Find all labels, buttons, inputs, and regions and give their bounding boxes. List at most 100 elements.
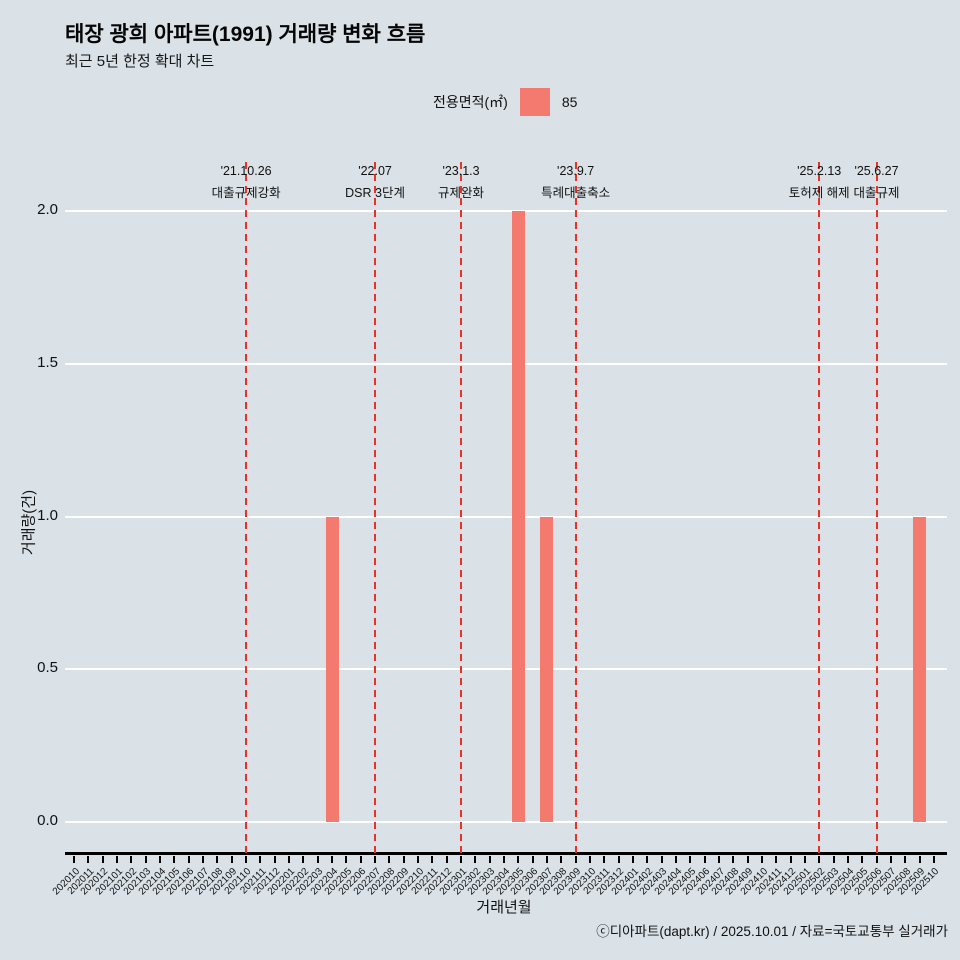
event-line-202110 (245, 162, 248, 853)
x-tick (746, 856, 749, 863)
x-tick (775, 856, 778, 863)
bar-202204 (325, 516, 339, 822)
x-tick (374, 856, 377, 863)
x-tick (545, 856, 548, 863)
event-label: 토허제 해제 (788, 185, 850, 200)
event-date: '25.2.13 (797, 164, 842, 178)
x-tick (646, 856, 649, 863)
x-tick (503, 856, 505, 863)
gridline-1.0 (65, 515, 947, 518)
x-tick (588, 856, 591, 863)
x-axis-line (65, 852, 947, 855)
x-tick (531, 856, 534, 863)
event-annotation-202207: '22.07 DSR 3단계 (345, 161, 405, 205)
x-tick (288, 856, 291, 863)
x-tick (417, 856, 420, 863)
x-tick (259, 856, 262, 863)
x-tick (918, 856, 921, 863)
event-annotation-202301: '23.1.3 규제완화 (438, 161, 484, 205)
x-tick (732, 856, 735, 863)
event-date: '22.07 (358, 164, 392, 178)
x-tick (818, 856, 821, 863)
x-tick (130, 856, 133, 863)
bar-202509 (913, 516, 926, 822)
event-annotation-202110: '21.10.26 대출규제강화 (212, 161, 281, 205)
x-tick (101, 856, 104, 863)
event-label: 특례대출축소 (541, 185, 611, 200)
x-tick (331, 856, 334, 863)
x-tick (159, 856, 162, 863)
x-tick (832, 856, 835, 863)
event-label: 규제완화 (438, 185, 485, 200)
x-tick (230, 856, 233, 863)
event-date: '23.1.3 (442, 164, 480, 178)
x-tick (846, 856, 849, 863)
x-tick (302, 856, 305, 863)
y-tick-label: 0.0 (37, 812, 58, 829)
x-tick (202, 856, 205, 863)
x-tick (431, 856, 434, 863)
x-tick (116, 856, 119, 863)
y-tick-label: 2.0 (37, 201, 58, 218)
gridline-2.0 (65, 210, 947, 212)
x-tick (760, 856, 763, 863)
x-tick (216, 856, 219, 863)
x-tick (717, 856, 720, 863)
x-tick (631, 856, 634, 863)
x-tick (173, 856, 176, 863)
x-tick (273, 856, 276, 863)
x-tick (187, 856, 190, 863)
legend-value: 85 (561, 94, 578, 110)
y-tick-label: 0.5 (37, 659, 58, 677)
legend-swatch (519, 88, 550, 116)
x-tick (617, 856, 620, 863)
x-tick (316, 856, 319, 863)
page-title: 태장 광희 아파트(1991) 거래량 변화 흐름 (65, 23, 426, 46)
x-tick (803, 856, 806, 863)
event-annotation-202309: '23.9.7 특례대출축소 (541, 161, 610, 205)
x-axis-title: 거래년월 (476, 899, 532, 916)
x-tick (574, 856, 577, 863)
x-tick (445, 856, 448, 863)
x-tick (474, 856, 477, 863)
event-line-202309 (574, 162, 577, 853)
event-date: '23.9.7 (557, 164, 595, 178)
x-tick (388, 856, 391, 863)
event-annotation-202506: '25.6.27 대출규제 (854, 161, 900, 205)
gridline-1.5 (65, 362, 947, 365)
gridline-0.0 (65, 821, 947, 823)
x-tick (889, 856, 892, 863)
event-label: DSR 3단계 (345, 185, 405, 200)
x-tick (73, 856, 76, 863)
legend-label: 전용면적(㎡) (433, 94, 508, 110)
event-line-202502 (818, 162, 821, 853)
event-line-202207 (374, 162, 377, 853)
x-tick (359, 856, 362, 863)
x-tick (861, 856, 864, 863)
x-tick (674, 856, 677, 863)
y-tick-label: 1.0 (37, 506, 58, 524)
x-tick (345, 856, 348, 863)
x-tick (660, 856, 663, 863)
x-tick (875, 856, 878, 863)
page-subtitle: 최근 5년 한정 확대 차트 (65, 53, 215, 70)
x-tick (460, 856, 463, 863)
x-tick (603, 856, 606, 863)
footer-credit: ⓒ디아파트(dapt.kr) / 2025.10.01 / 자료=국토교통부 실… (596, 924, 948, 939)
bar-202307 (540, 516, 554, 822)
x-tick (87, 856, 90, 863)
bar-202305 (511, 211, 525, 822)
event-line-202506 (875, 162, 878, 853)
event-annotation-202502: '25.2.13 토허제 해제 (789, 161, 850, 205)
x-tick (560, 856, 563, 863)
x-tick (488, 856, 491, 863)
event-date: '21.10.26 (220, 164, 272, 178)
event-line-202301 (460, 162, 463, 853)
x-tick (703, 856, 706, 863)
legend: 전용면적(㎡) 85 (433, 88, 577, 116)
x-tick (932, 856, 935, 863)
x-tick (517, 856, 520, 863)
gridline-0.5 (65, 668, 947, 671)
y-tick-label: 1.5 (37, 353, 58, 371)
